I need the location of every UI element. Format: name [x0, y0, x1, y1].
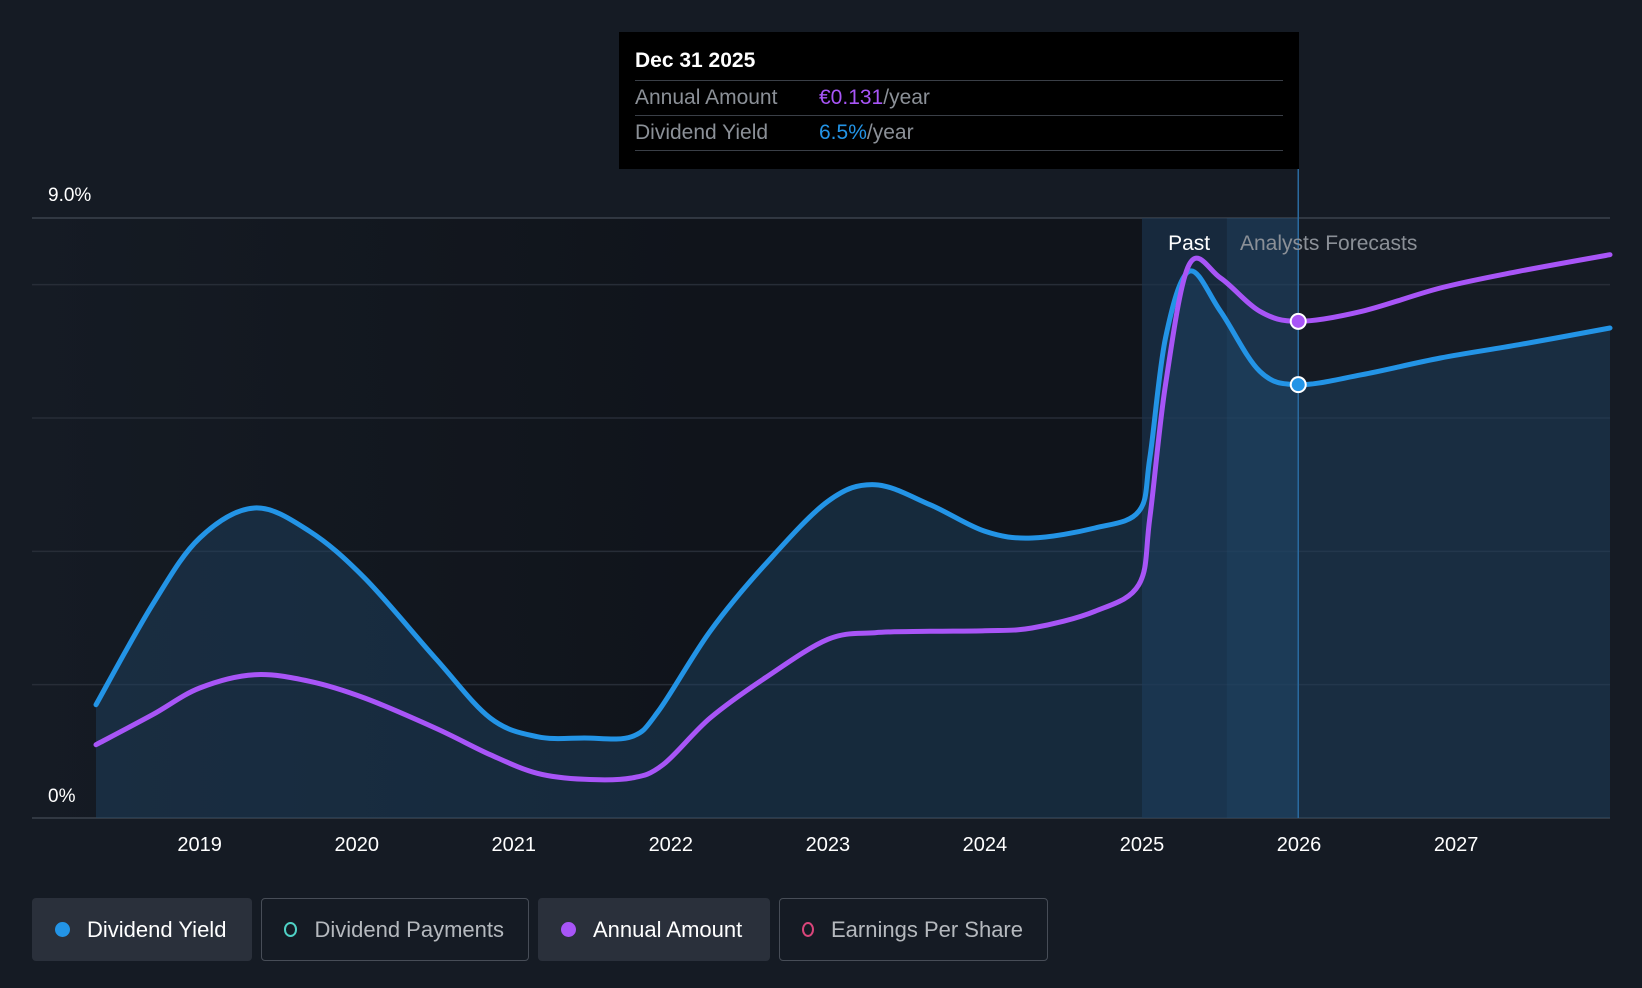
chart-legend: Dividend Yield Dividend Payments Annual …	[32, 898, 1048, 961]
x-axis-tick-label: 2021	[492, 834, 537, 856]
tooltip-value: €0.131	[819, 86, 884, 109]
x-axis-tick-label: 2020	[334, 834, 379, 856]
dividend-yield-marker	[1289, 376, 1307, 394]
y-axis-label-min: 0%	[48, 786, 76, 807]
x-axis-tick-label: 2026	[1277, 834, 1322, 856]
tooltip-value: 6.5%	[819, 121, 867, 144]
legend-dividend-yield-button[interactable]: Dividend Yield	[32, 898, 252, 961]
legend-dividend-payments-button[interactable]: Dividend Payments	[261, 898, 529, 961]
annual-amount-dot-icon	[561, 922, 576, 937]
tooltip-unit: /year	[866, 121, 914, 144]
earnings-per-share-dot-icon	[802, 922, 814, 937]
x-axis-tick-label: 2022	[649, 834, 694, 856]
legend-earnings-per-share-button[interactable]: Earnings Per Share	[779, 898, 1048, 961]
legend-annual-amount-button[interactable]: Annual Amount	[538, 898, 770, 961]
dividend-payments-dot-icon	[284, 922, 298, 937]
x-axis-tick-label: 2024	[963, 834, 1008, 856]
legend-label: Dividend Payments	[314, 916, 504, 942]
x-axis-tick-label: 2019	[177, 834, 222, 856]
past-highlight-band	[1141, 218, 1227, 818]
tooltip-date: Dec 31 2025	[635, 49, 756, 72]
legend-label: Earnings Per Share	[831, 916, 1023, 942]
forecast-region-label: Analysts Forecasts	[1240, 232, 1417, 255]
x-axis-tick-label: 2027	[1434, 834, 1479, 856]
annual-amount-marker	[1289, 312, 1307, 330]
tooltip-label: Annual Amount	[635, 86, 778, 109]
x-axis-tick-label: 2025	[1120, 834, 1165, 856]
y-axis-label-max: 9.0%	[48, 185, 91, 206]
dividend-yield-dot-icon	[55, 922, 70, 937]
tooltip-row-annual-amount: Annual Amount €0.131 /year	[635, 80, 1283, 115]
annual-amount-line	[93, 252, 1613, 783]
forecast-highlight-band	[1226, 218, 1299, 818]
legend-label: Dividend Yield	[87, 916, 227, 942]
past-region-label: Past	[1168, 232, 1210, 255]
legend-label: Annual Amount	[593, 916, 743, 942]
tooltip-row-dividend-yield: Dividend Yield 6.5% /year	[635, 115, 1283, 151]
tooltip-label: Dividend Yield	[635, 121, 769, 144]
chart-tooltip: Dec 31 2025 Annual Amount €0.131 /year D…	[619, 32, 1299, 169]
dividend-yield-area	[96, 270, 1610, 818]
x-axis-tick-label: 2023	[806, 834, 851, 856]
tooltip-unit: /year	[883, 86, 930, 109]
dividend-yield-line	[93, 268, 1613, 742]
